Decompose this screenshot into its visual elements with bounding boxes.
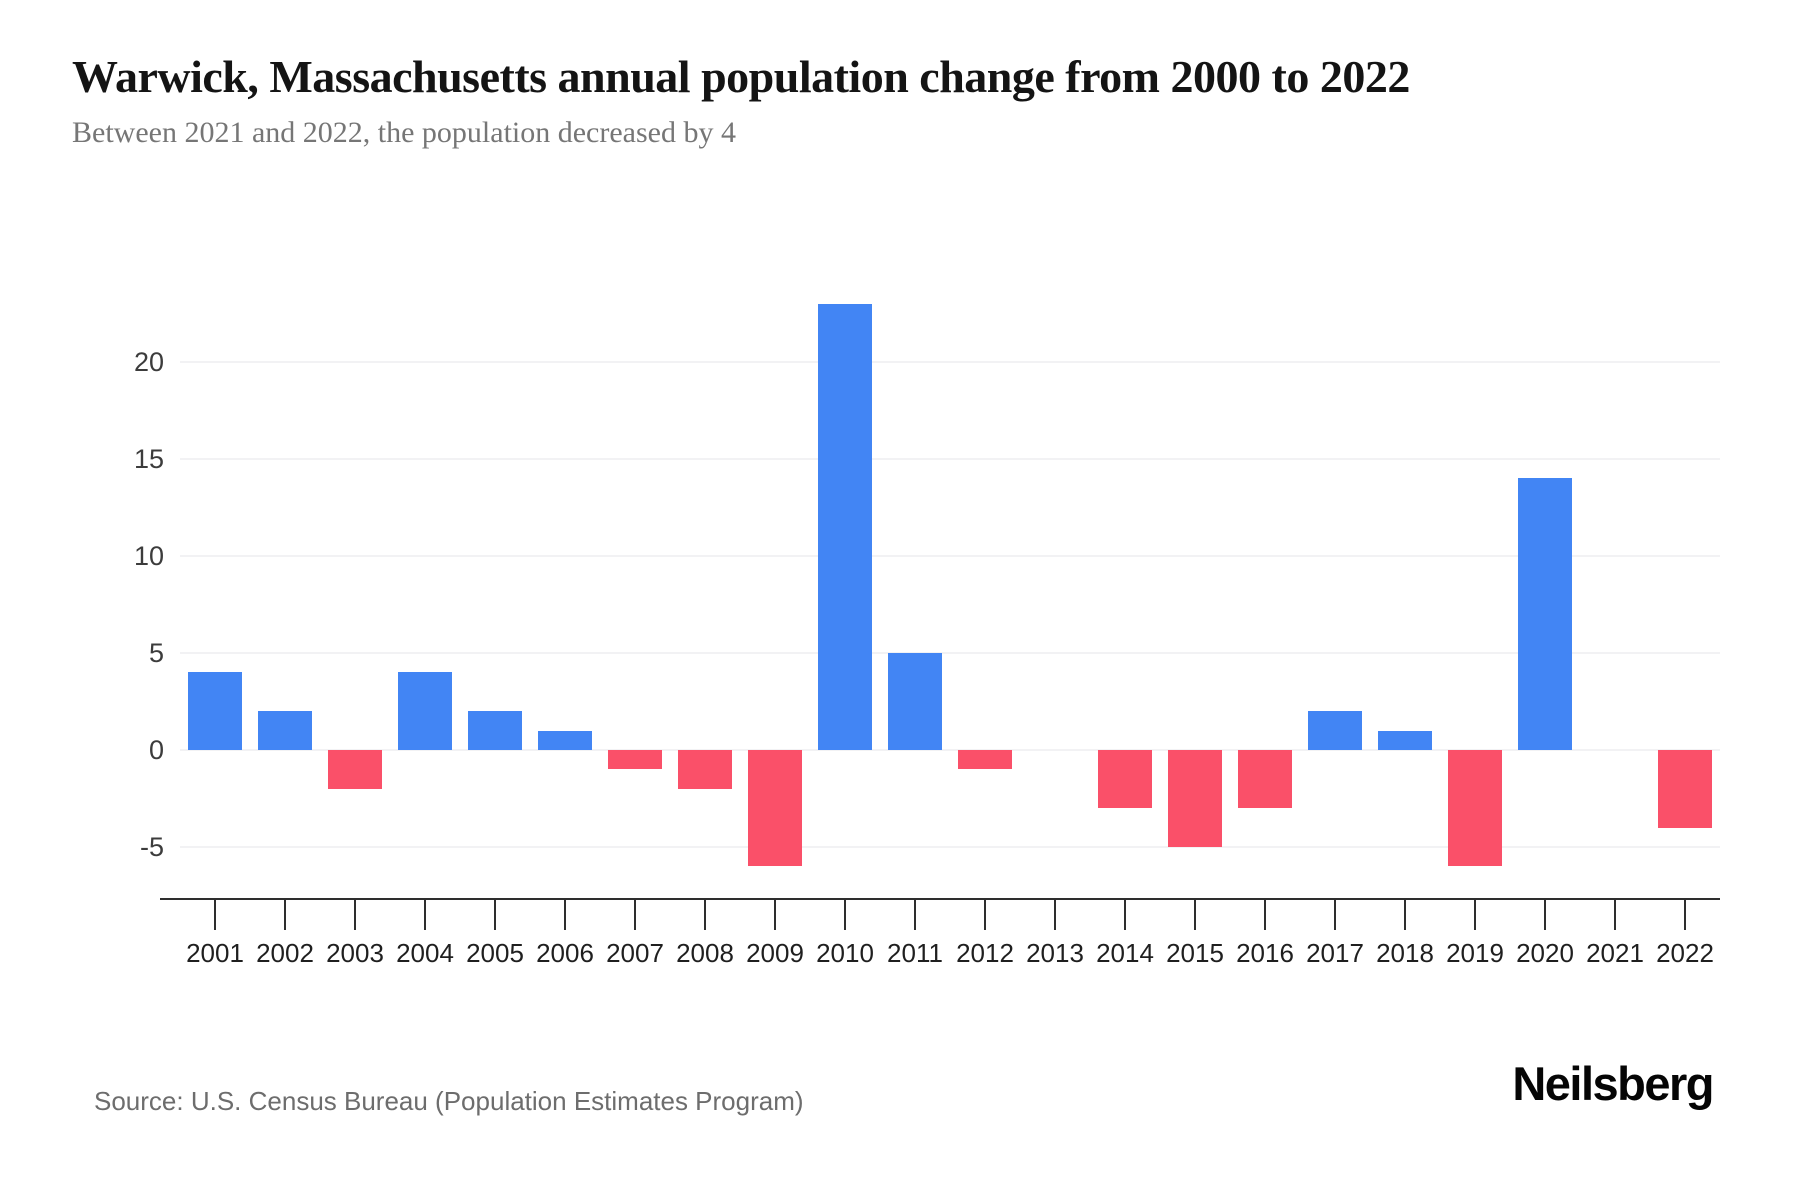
x-axis-tick xyxy=(1474,900,1476,930)
x-axis-tick xyxy=(1194,900,1196,930)
bar-2019 xyxy=(1448,750,1502,867)
x-axis-tick xyxy=(774,900,776,930)
x-axis-tick xyxy=(424,900,426,930)
x-axis-tick-label: 2015 xyxy=(1166,938,1224,968)
y-axis-tick-label: 5 xyxy=(148,638,164,668)
neilsberg-logo: Neilsberg xyxy=(1512,1057,1714,1110)
x-axis-tick xyxy=(564,900,566,930)
x-axis-tick-label: 2001 xyxy=(186,938,244,968)
x-axis-tick-label: 2018 xyxy=(1376,938,1434,968)
x-axis-tick xyxy=(634,900,636,930)
x-axis-tick-label: 2014 xyxy=(1096,938,1154,968)
x-axis-tick xyxy=(214,900,216,930)
y-gridline xyxy=(180,555,1720,557)
bar-2006 xyxy=(538,730,592,750)
x-axis-tick-label: 2005 xyxy=(466,938,524,968)
bar-2010 xyxy=(818,303,872,750)
source-note: Source: U.S. Census Bureau (Population E… xyxy=(94,1086,804,1116)
bar-2001 xyxy=(188,672,242,750)
x-axis-line xyxy=(160,898,1720,900)
x-axis-tick xyxy=(494,900,496,930)
y-axis-tick-label: 20 xyxy=(133,347,164,377)
bar-2018 xyxy=(1378,730,1432,750)
x-axis-tick xyxy=(284,900,286,930)
bar-2017 xyxy=(1308,711,1362,750)
bar-2020 xyxy=(1518,478,1572,750)
x-axis-tick xyxy=(1544,900,1546,930)
y-axis-tick-label: 10 xyxy=(133,541,164,571)
bar-2015 xyxy=(1168,750,1222,847)
x-axis-tick xyxy=(704,900,706,930)
x-axis-tick xyxy=(1614,900,1616,930)
x-axis-tick-label: 2002 xyxy=(256,938,314,968)
x-axis-tick xyxy=(1334,900,1336,930)
x-axis-tick-label: 2019 xyxy=(1446,938,1504,968)
x-axis-tick xyxy=(1124,900,1126,930)
x-axis-tick-label: 2011 xyxy=(887,938,943,968)
y-gridline xyxy=(180,749,1720,751)
bar-2012 xyxy=(958,750,1012,770)
y-axis-tick-label: 15 xyxy=(133,444,164,474)
x-axis-tick-label: 2004 xyxy=(396,938,454,968)
bar-2014 xyxy=(1098,750,1152,809)
x-axis-tick-label: 2021 xyxy=(1586,938,1644,968)
x-axis-tick-label: 2003 xyxy=(326,938,384,968)
x-axis-tick xyxy=(1684,900,1686,930)
bar-2022 xyxy=(1658,750,1712,828)
bar-2007 xyxy=(608,750,662,770)
x-axis-tick-label: 2012 xyxy=(956,938,1014,968)
page-title: Warwick, Massachusetts annual population… xyxy=(72,51,1410,102)
chart-subtitle: Between 2021 and 2022, the population de… xyxy=(72,116,736,149)
bar-2002 xyxy=(258,711,312,750)
y-axis-tick-label: 0 xyxy=(148,735,164,765)
x-axis-tick xyxy=(844,900,846,930)
bar-2004 xyxy=(398,672,452,750)
x-axis-tick xyxy=(984,900,986,930)
x-axis-tick-label: 2017 xyxy=(1306,938,1364,968)
y-gridline xyxy=(180,361,1720,363)
x-axis-tick-label: 2013 xyxy=(1026,938,1084,968)
x-axis-tick-label: 2010 xyxy=(816,938,874,968)
x-axis-tick xyxy=(1404,900,1406,930)
bar-2016 xyxy=(1238,750,1292,809)
x-axis-tick-label: 2008 xyxy=(676,938,734,968)
y-gridline xyxy=(180,846,1720,848)
bar-2008 xyxy=(678,750,732,789)
y-axis-tick-label: -5 xyxy=(139,832,164,862)
x-axis-tick xyxy=(354,900,356,930)
bar-2003 xyxy=(328,750,382,789)
x-axis-tick-label: 2009 xyxy=(746,938,804,968)
x-axis-tick-label: 2007 xyxy=(606,938,664,968)
x-axis-tick-label: 2020 xyxy=(1516,938,1574,968)
x-axis-tick-label: 2006 xyxy=(536,938,594,968)
bar-2011 xyxy=(888,653,942,750)
x-axis-tick xyxy=(1054,900,1056,930)
y-gridline xyxy=(180,458,1720,460)
bar-2009 xyxy=(748,750,802,867)
x-axis-tick-label: 2022 xyxy=(1656,938,1714,968)
x-axis-tick-label: 2016 xyxy=(1236,938,1294,968)
bar-2005 xyxy=(468,711,522,750)
x-axis-tick xyxy=(914,900,916,930)
x-axis-tick xyxy=(1264,900,1266,930)
y-gridline xyxy=(180,652,1720,654)
bar-chart: 20 15 10 5 0 -5 2001 2002 2003 2004 2005 2006 2007 20… xyxy=(134,250,1720,968)
